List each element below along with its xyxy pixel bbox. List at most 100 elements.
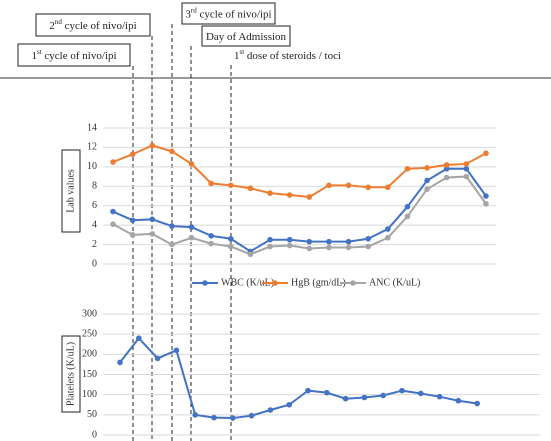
y-tick-label: 12 [87,142,97,153]
data-point [267,190,273,196]
data-point [188,224,195,230]
data-point [136,335,142,342]
y-tick-label: 0 [92,258,97,269]
y-tick-label: 14 [87,122,97,133]
series-line [119,336,478,420]
annotation-box [17,43,131,67]
y-axis-label: Platelets (K/uL) [65,342,76,406]
data-point [326,238,332,245]
annotation-box [181,2,276,25]
y-tick-label: 10 [87,161,97,172]
data-point [247,251,254,258]
series-line [112,167,487,253]
annotation-box [35,13,151,37]
data-point [365,243,371,250]
data-point [474,400,481,407]
y-tick-label: 8 [92,181,97,192]
data-point [463,173,470,180]
y-tick-label: 250 [82,328,97,339]
data-point [208,180,214,187]
data-point [483,200,489,207]
legend-label: ANC (K/uL) [369,277,420,288]
y-tick-label: 50 [87,409,97,420]
y-tick-label: 2 [92,239,97,250]
data-point [117,359,123,366]
data-point [443,162,450,168]
data-point [169,223,175,229]
data-point [361,394,368,401]
data-point [110,159,116,165]
data-point [443,166,450,172]
data-point [208,233,214,239]
annotation: 1st cycle of nivo/ipi [31,48,116,62]
data-point [306,194,313,200]
data-point [385,226,391,232]
data-point [424,165,430,171]
data-point [380,392,387,399]
data-point [227,235,234,242]
legend-marker [350,280,356,286]
data-point [149,216,156,223]
data-point [129,151,136,158]
data-point [305,387,311,394]
data-point [365,235,371,242]
annotation-num: 2 [49,20,55,32]
legend-marker [202,280,208,286]
data-point [208,240,214,247]
data-point [149,231,156,237]
legend-marker [272,280,278,286]
data-point [306,245,313,252]
data-point [326,244,332,251]
y-tick-label: 150 [82,369,97,380]
data-point [286,401,293,408]
data-point [110,208,116,215]
data-point [345,244,352,251]
data-point [455,397,462,404]
data-point [267,407,274,413]
y-label-box [61,149,81,233]
data-point [149,142,156,149]
data-point [424,177,430,184]
data-point [267,236,273,243]
y-tick-label: 6 [92,200,97,211]
data-point [267,243,273,250]
data-point [385,234,391,241]
data-point [286,236,293,243]
series-line [112,175,487,256]
data-point [345,182,352,189]
annotation-num: 1 [234,50,240,62]
annotation-sup: st [37,48,42,56]
annotation-text: Day of Admission [206,31,287,43]
data-point [169,241,175,248]
data-point [129,217,136,224]
annotation: 3rd cycle of nivo/ipi [185,6,271,20]
data-point [345,238,352,245]
data-point [424,186,430,192]
series-line [112,144,487,198]
data-point [227,243,234,250]
y-tick-label: 100 [82,389,97,400]
legend-label: HgB (gm/dL) [291,277,346,288]
data-point [404,213,411,220]
data-point [306,238,313,245]
y-tick-label: 0 [92,429,97,440]
data-point [326,182,332,189]
data-point [227,182,234,189]
annotation-text: cycle of nivo/ipi [197,8,272,20]
annotation-box [201,25,291,47]
data-point [418,390,424,397]
data-point [248,412,255,419]
data-point [399,387,405,394]
data-point [324,389,330,396]
annotation-num: 3 [185,8,191,20]
data-point [404,166,411,172]
data-point [188,161,195,167]
legend-label: WBC (K/uL) [221,277,274,288]
data-point [385,184,391,191]
annotation-sup: st [240,48,245,56]
y-tick-label: 200 [82,349,97,360]
annotation-text: dose of steroids / toci [244,50,341,62]
data-point [173,347,180,354]
data-point [247,185,254,192]
